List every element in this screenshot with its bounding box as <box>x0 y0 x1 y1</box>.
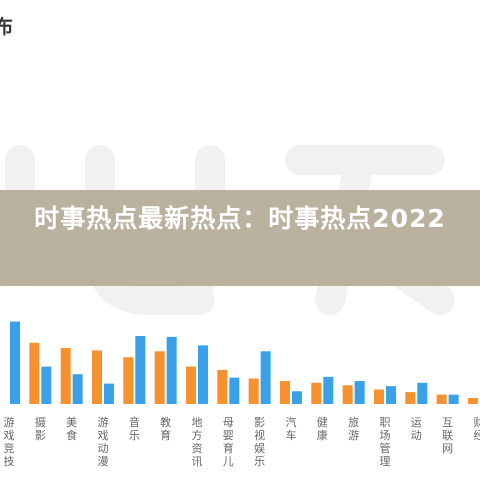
bar-互联网-series-2 <box>448 394 459 404</box>
x-tick-label: 地方资讯 <box>191 416 202 468</box>
bar-影视娱乐-series-1 <box>248 378 259 404</box>
x-tick-label: 母婴育儿 <box>223 416 234 468</box>
chart-title-fragment: 布 <box>0 16 14 38</box>
bar-游戏动漫-series-2 <box>103 383 114 404</box>
bar-音乐-series-1 <box>123 357 134 404</box>
bar-游戏动漫-series-1 <box>91 350 102 404</box>
bar-汽车-series-1 <box>279 381 290 404</box>
bar-影视娱乐-series-2 <box>260 351 271 404</box>
bar-母婴育儿-series-1 <box>217 370 228 404</box>
bar-汽车-series-2 <box>291 391 302 404</box>
x-tick-label: 摄影 <box>35 415 46 442</box>
x-tick-label: 教育 <box>160 416 171 442</box>
bar-财经-series-1 <box>467 398 478 404</box>
x-tick-label: 汽车 <box>285 415 296 442</box>
bar-健康-series-2 <box>323 376 334 404</box>
bar-教育-series-1 <box>154 351 165 404</box>
banner-title: 时事热点最新热点：时事热点2022 <box>34 204 446 233</box>
x-tick-label: 健康 <box>317 416 328 442</box>
bar-音乐-series-2 <box>135 336 146 404</box>
bar-旅游-series-1 <box>342 385 353 404</box>
x-tick-label: 美食 <box>66 416 77 442</box>
x-tick-label: 财经 <box>473 415 480 442</box>
x-tick-label: 游戏动漫 <box>97 416 108 468</box>
x-tick-label: 游戏竞技 <box>4 416 15 468</box>
x-tick-label: 运动 <box>411 416 422 442</box>
bar-互联网-series-1 <box>436 394 447 404</box>
bar-职场管理-series-2 <box>385 386 396 404</box>
title-banner: 时事热点最新热点：时事热点2022 <box>0 190 480 286</box>
bar-摄影-series-1 <box>29 342 40 404</box>
bar-美食-series-1 <box>60 347 71 404</box>
bar-职场管理-series-1 <box>373 389 384 404</box>
bar-美食-series-2 <box>72 374 83 404</box>
x-tick-label: 互联网 <box>442 416 453 455</box>
x-tick-label: 旅游 <box>348 415 359 442</box>
bars-group <box>10 321 480 404</box>
bar-旅游-series-2 <box>354 381 365 404</box>
x-tick-label: 音乐 <box>129 415 140 442</box>
bar-游戏竞技-series-2 <box>10 321 20 404</box>
bar-地方资讯-series-1 <box>185 366 196 404</box>
bar-运动-series-2 <box>417 382 428 404</box>
bar-健康-series-1 <box>311 382 322 404</box>
bar-教育-series-2 <box>166 336 177 404</box>
bar-母婴育儿-series-2 <box>229 377 240 404</box>
x-tick-label: 影视娱乐 <box>254 416 265 468</box>
bar-摄影-series-2 <box>41 366 52 404</box>
bar-运动-series-1 <box>405 392 416 404</box>
bar-地方资讯-series-2 <box>197 345 208 404</box>
x-tick-label: 职场管理 <box>379 416 390 468</box>
